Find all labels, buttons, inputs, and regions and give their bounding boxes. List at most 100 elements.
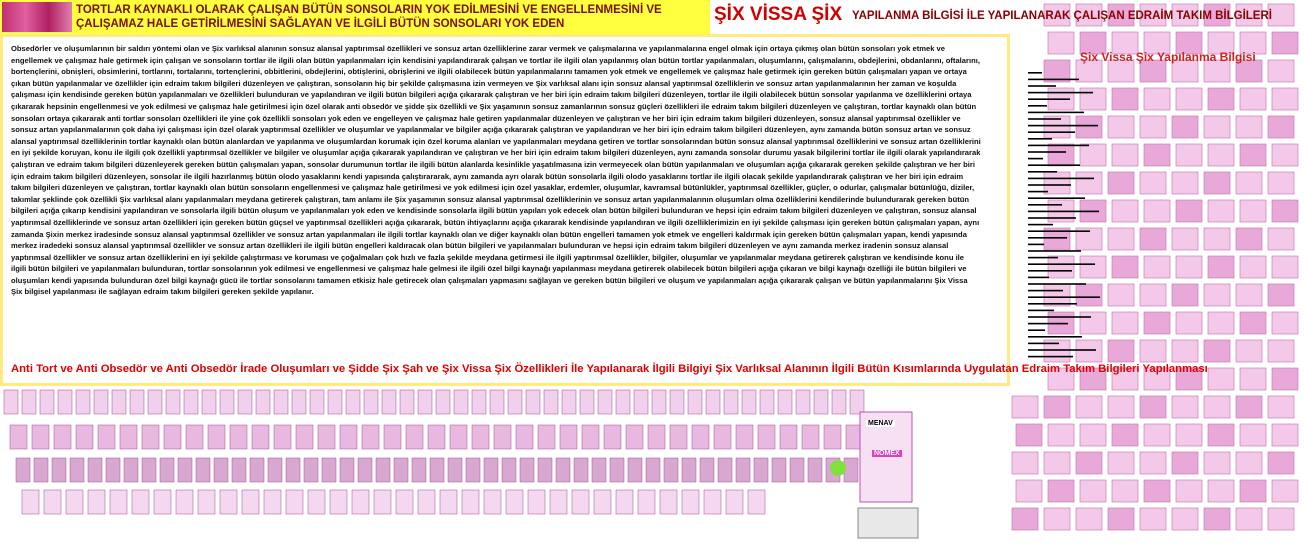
collage-tile: [109, 489, 128, 515]
collage-tile: [615, 489, 634, 515]
side-bar: [1028, 270, 1072, 272]
side-bar: [1028, 164, 1080, 166]
thumbnail: [1235, 395, 1263, 419]
thumbnail: [1079, 143, 1107, 167]
thumbnail: [1047, 367, 1075, 391]
thumbnail: [1171, 451, 1199, 475]
thumbnail: [1139, 451, 1167, 475]
header-right-title: YAPILANMA BİLGİSİ İLE YAPILANARAK ÇALIŞA…: [852, 10, 1272, 22]
collage-tile: [579, 389, 595, 415]
thumbnail: [1171, 115, 1199, 139]
thumbnail: [1271, 31, 1299, 55]
collage-tile: [757, 424, 776, 450]
thumbnail: [1235, 59, 1263, 83]
collage-tile: [505, 489, 524, 515]
thumbnail: [1207, 199, 1235, 223]
thumbnail: [1171, 3, 1199, 27]
collage-tile: [795, 389, 811, 415]
side-bar: [1028, 124, 1098, 127]
thumbnail: [1267, 395, 1295, 419]
thumbnail: [1175, 367, 1203, 391]
collage-tile: [57, 389, 73, 415]
collage-tile: [581, 424, 600, 450]
thumbnail: [1267, 339, 1295, 363]
collage-tile: [519, 457, 535, 483]
thumbnail: [1143, 199, 1171, 223]
thumbnail: [1139, 3, 1167, 27]
collage-tile: [75, 389, 91, 415]
thumbnail: [1111, 199, 1139, 223]
thumbnail: [1043, 227, 1071, 251]
side-bar: [1028, 78, 1079, 81]
thumbnail: [1043, 283, 1071, 307]
collage-tile: [747, 489, 766, 515]
thumbnail: [1075, 507, 1103, 531]
collage-tile: [501, 457, 517, 483]
thumbnail: [1271, 423, 1299, 447]
thumbnail: [1011, 451, 1039, 475]
collage-tile: [549, 489, 568, 515]
collage-tile: [603, 424, 622, 450]
thumbnail: [1271, 87, 1299, 111]
collage-tile: [273, 424, 292, 450]
thumbnail: [1111, 367, 1139, 391]
collage-tile: [681, 457, 697, 483]
collage-tile: [141, 424, 160, 450]
thumbnail: [1175, 479, 1203, 503]
side-bar: [1028, 237, 1067, 239]
collage-tile: [321, 457, 337, 483]
collage-tile: [111, 389, 127, 415]
thumbnail: [1175, 199, 1203, 223]
collage-tile: [831, 389, 847, 415]
thumbnail: [1079, 367, 1107, 391]
thumbnail: [1107, 59, 1135, 83]
collage-tile: [591, 457, 607, 483]
thumbnail: [1107, 451, 1135, 475]
collage-tile: [21, 389, 37, 415]
collage-tile: [141, 457, 157, 483]
collage-tile: [723, 389, 739, 415]
collage-tile: [609, 457, 625, 483]
thumbnail: [1143, 311, 1171, 335]
collage-tile: [105, 457, 121, 483]
collage-tile: [537, 424, 556, 450]
thumbnail: [1011, 507, 1039, 531]
thumbnail: [1203, 283, 1231, 307]
side-bar: [1028, 190, 1048, 193]
side-bar: [1028, 322, 1068, 325]
thumbnail: [1271, 199, 1299, 223]
side-bar: [1028, 256, 1058, 259]
thumbnail: [1143, 143, 1171, 167]
thumbnail: [1043, 395, 1071, 419]
side-bar: [1028, 309, 1054, 312]
thumbnail: [1139, 59, 1167, 83]
thumbnail: [1043, 171, 1071, 195]
thumbnail: [1139, 339, 1167, 363]
thumbnail: [1079, 423, 1107, 447]
collage-tile: [559, 424, 578, 450]
collage-tile: [771, 457, 787, 483]
collage-tile: [593, 489, 612, 515]
thumbnail: [1207, 143, 1235, 167]
collage-tile: [669, 389, 685, 415]
thumbnail: [1207, 255, 1235, 279]
collage-tile: [327, 389, 343, 415]
side-bar: [1028, 144, 1089, 147]
thumbnail: [1043, 3, 1071, 27]
thumbnail: [1043, 451, 1071, 475]
collage-tile: [87, 489, 106, 515]
thumbnail: [1047, 255, 1075, 279]
collage-tile: [39, 389, 55, 415]
thumbnail: [1139, 171, 1167, 195]
collage-tile: [357, 457, 373, 483]
collage-tile: [447, 457, 463, 483]
thumbnail: [1107, 115, 1135, 139]
thumbnail: [1175, 31, 1203, 55]
thumbnail: [1143, 87, 1171, 111]
thumbnail: [1171, 507, 1199, 531]
side-bar: [1028, 329, 1045, 331]
collage-tile: [823, 424, 842, 450]
side-bar: [1028, 283, 1086, 285]
collage-tile: [537, 457, 553, 483]
